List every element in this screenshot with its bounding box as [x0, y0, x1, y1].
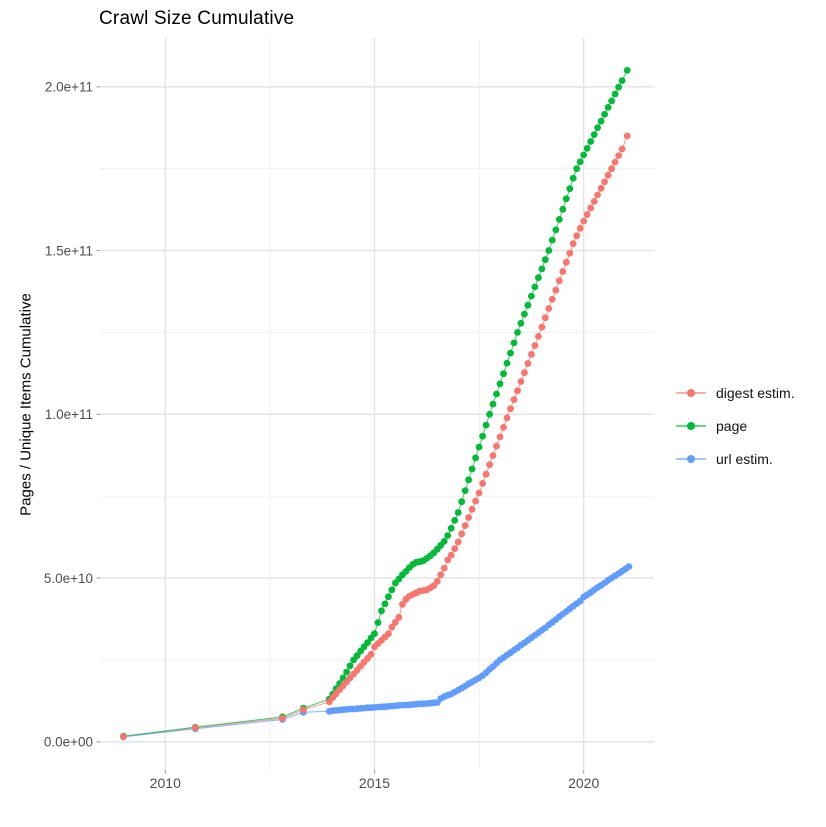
- legend-key-page-icon: [676, 416, 706, 436]
- series-points-urlestim: [120, 563, 633, 741]
- legend-key-digest-icon: [676, 383, 706, 403]
- y-tick-labels: 0.0e+00 5.0e+10 1.0e+11 1.5e+11 2.0e+11: [44, 80, 93, 750]
- y-tick-label: 2.0e+11: [45, 80, 93, 95]
- legend-key-url-icon: [676, 449, 706, 469]
- legend-label-page: page: [716, 418, 748, 434]
- legend-label-digest: digest estim.: [716, 385, 795, 401]
- series-points-digestestim: [120, 132, 631, 740]
- y-tick-label: 1.0e+11: [45, 407, 93, 422]
- x-tick-label: 2015: [359, 775, 390, 791]
- legend: digest estim. page url estim.: [676, 383, 795, 469]
- legend-entry-url: url estim.: [676, 449, 795, 469]
- x-tick-label: 2010: [150, 775, 181, 791]
- legend-entry-digest: digest estim.: [676, 383, 795, 403]
- y-tick-label: 0.0e+00: [44, 735, 93, 750]
- legend-entry-page: page: [676, 416, 795, 436]
- x-tick-label: 2020: [568, 775, 599, 791]
- chart-title: Crawl Size Cumulative: [99, 8, 295, 29]
- y-tick-label: 5.0e+10: [44, 571, 93, 586]
- minor-gridlines: [100, 38, 654, 770]
- series-points-page: [120, 67, 631, 740]
- x-tick-labels: 2010 2015 2020: [150, 775, 600, 791]
- axis-ticks: [96, 86, 585, 774]
- legend-label-url: url estim.: [716, 451, 773, 467]
- y-tick-label: 1.5e+11: [45, 243, 93, 258]
